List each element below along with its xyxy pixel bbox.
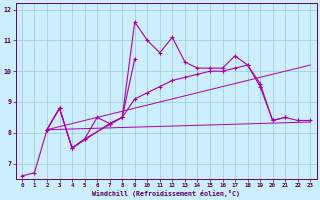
X-axis label: Windchill (Refroidissement éolien,°C): Windchill (Refroidissement éolien,°C) [92,190,240,197]
